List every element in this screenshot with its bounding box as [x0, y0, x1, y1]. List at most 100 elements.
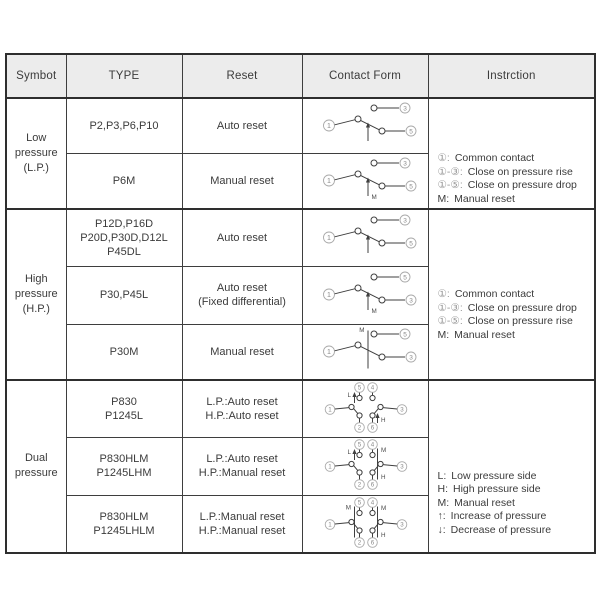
instruction-key: ①-③: — [437, 301, 463, 314]
text-line: L.P.:Auto reset — [206, 395, 278, 408]
col-header-reset: Reset — [181, 53, 303, 99]
contact-point — [378, 353, 386, 360]
contact-point — [368, 451, 376, 459]
header-row: Symbot TYPE Reset Contact Form Instrctio… — [5, 53, 596, 99]
terminal-circle — [366, 479, 378, 490]
instruction-text: High pressure side — [453, 483, 541, 495]
instruction-key: ↑: — [437, 510, 446, 522]
instruction-text: Close on pressure rise — [467, 165, 573, 178]
terminal-number: 1 — [328, 464, 332, 471]
terminal-circle — [323, 288, 335, 301]
terminal-circle — [396, 461, 407, 472]
marker-label: M — [372, 194, 377, 201]
terminal-number: 1 — [327, 178, 331, 185]
symbol-cell-low-pressure: Low pressure (L.P.) — [5, 97, 67, 210]
marker-label: H — [381, 532, 386, 539]
terminal-circle — [353, 537, 365, 548]
pressure-arrow-icon — [365, 122, 371, 128]
instruction-key: M: — [437, 496, 450, 509]
contact-point — [355, 451, 363, 459]
reset-cell: L.P.:Manual reset H.P.:Manual reset — [181, 494, 303, 554]
table-row-hp-3: P30M Manual reset 1 3 5 M — [6, 323, 595, 380]
text-line: (Fixed differential) — [198, 296, 286, 308]
reset-cell: L.P.:Auto reset H.P.:Auto reset — [181, 378, 303, 438]
terminal-number: 3 — [400, 406, 404, 413]
spdt-contact-diagram: 1 3 5 M — [323, 271, 417, 315]
instruction-text: Manual reset — [454, 192, 515, 205]
terminal-number: 3 — [409, 354, 413, 361]
text-line: H: High pressure side — [438, 483, 593, 497]
spdt-contact-diagram: 1 5 3 — [323, 102, 417, 141]
contact-point — [355, 394, 363, 401]
type-cell: P2,P3,P6,P10 — [65, 97, 183, 154]
type-cell: P12D,P16D P20D,P30D,D12L P45DL — [65, 208, 183, 267]
contact-point — [370, 330, 378, 337]
terminal-circle — [353, 421, 365, 433]
marker-label: M — [381, 447, 386, 454]
text-line: Manual reset — [210, 345, 274, 358]
terminal-number: 4 — [370, 499, 374, 506]
contact-point — [347, 518, 355, 525]
terminal-circle — [366, 439, 378, 450]
instruction-cell-dual: L: Low pressure side H: High pressure side M… — [427, 378, 596, 554]
terminal-number: 5 — [357, 384, 361, 391]
table-row-hp-1: High pressure (H.P.) P12D,P16D P20D,P30D,D1… — [5, 208, 596, 380]
type-cell: P830 P1245L — [65, 378, 183, 438]
text-line: Low — [26, 132, 47, 144]
text-line: High — [24, 272, 48, 285]
dual-contact-diagram: 1 2 5L 3 6 4M H — [324, 439, 407, 490]
symbol-cell-dual-pressure: Dual pressure — [5, 378, 67, 554]
marker-label: H — [381, 474, 386, 481]
terminal-circle — [366, 537, 378, 548]
contact-point — [347, 403, 355, 410]
marker-label: L — [347, 392, 351, 399]
contact-point — [354, 341, 362, 348]
text-line: P12D,P16D — [94, 217, 154, 230]
instruction-text: Manual reset — [454, 328, 515, 341]
spdt-contact-diagram: 1 5 3 — [323, 214, 417, 253]
terminal-circle — [323, 174, 335, 187]
terminal-circle — [405, 125, 417, 137]
terminal-circle — [399, 102, 411, 114]
reset-cell: L.P.:Auto reset H.P.:Manual reset — [181, 436, 303, 496]
reset-cell: Manual reset — [181, 153, 303, 210]
col-header-contact-form: Contact Form — [301, 53, 429, 99]
text-line: ↑: Increase of pressure — [438, 510, 593, 524]
pressure-switch-spec-table: Symbot TYPE Reset Contact Form Instrctio… — [5, 53, 596, 554]
terminal-circle — [353, 381, 365, 393]
text-line: M: Manual reset — [438, 193, 593, 207]
text-line: P20D,P30D,D12L — [80, 231, 168, 244]
marker-label: M — [345, 504, 350, 511]
table-row-dual-2: P830HLM P1245LHM L.P.:Auto reset H.P.:Manu… — [6, 436, 595, 496]
terminal-circle — [396, 519, 407, 530]
terminal-circle — [324, 403, 335, 415]
contact-form-cell: 1 3 5 M — [301, 265, 429, 325]
contact-point — [378, 182, 386, 190]
contact-form-cell: 1 5 3 M — [301, 153, 429, 210]
contact-point — [355, 509, 363, 516]
table-row-dual-1: Dual pressure P830 P1245L L.P.:Auto reset H… — [5, 378, 596, 554]
instruction-key: M: — [437, 328, 450, 341]
instruction-text: Decrease of pressure — [450, 523, 552, 536]
instruction-cell-hp: ①: Common contact ①-③: Close on pressure dr… — [427, 208, 596, 380]
instruction-key: ①-⑤: — [437, 315, 463, 327]
reset-cell: Auto reset — [181, 208, 303, 267]
contact-point — [378, 239, 386, 247]
terminal-circle — [323, 231, 335, 244]
text-line: pressure — [14, 147, 58, 159]
terminal-circle — [405, 351, 417, 362]
type-cell: P30,P45L — [65, 265, 183, 325]
terminal-circle — [399, 328, 411, 339]
terminal-number: 5 — [357, 499, 361, 506]
contact-point — [376, 403, 384, 410]
text-line: pressure — [14, 287, 58, 300]
symbol-cell-high-pressure: High pressure (H.P.) — [5, 208, 67, 380]
terminal-number: 5 — [357, 442, 361, 449]
pressure-arrow-icon — [374, 412, 380, 418]
instruction-key: ①: — [437, 288, 450, 300]
reset-cell: Auto reset — [181, 97, 303, 154]
